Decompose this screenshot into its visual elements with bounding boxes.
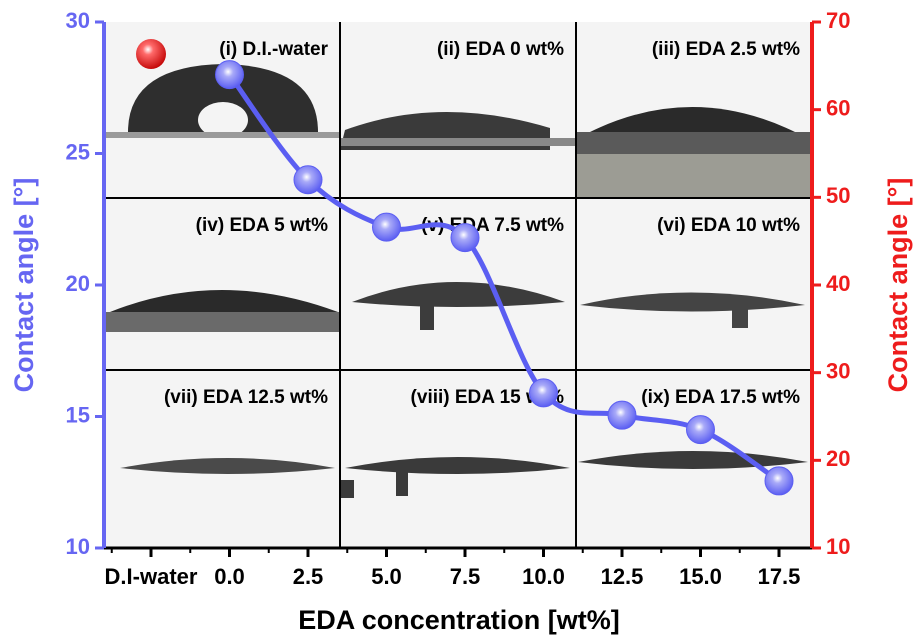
panel-images [104,22,812,548]
x-tick-label: 15.0 [679,564,722,589]
point [607,400,637,430]
y2-tick-label: 30 [826,358,850,383]
y2-tick-label: 40 [826,271,850,296]
x-axis-title: EDA concentration [wt%] [298,605,620,635]
panel-label: (iv) EDA 5 wt% [196,215,328,236]
point [450,223,480,253]
panel-label: (ix) EDA 17.5 wt% [641,387,800,408]
y2-tick-label: 70 [826,8,850,33]
point [529,378,558,408]
panel-label: (vi) EDA 10 wt% [657,215,800,236]
y-tick-label: 30 [66,8,90,33]
panel-label: (vii) EDA 12.5 wt% [164,387,328,408]
x-tick-label: 5.0 [371,564,402,589]
x-tick-label: 17.5 [758,564,801,589]
point [764,466,794,496]
y2-tick-label: 20 [826,446,850,471]
y2-tick-label: 60 [826,95,850,120]
y-tick-label: 10 [66,534,90,559]
point [686,415,715,445]
panel-label: (i) D.I.-water [219,39,328,60]
point [372,212,401,242]
y-tick-label: 20 [66,271,90,296]
x-tick-label: 7.5 [450,564,481,589]
panel-label: (iii) EDA 2.5 wt% [652,39,800,60]
point [215,60,244,90]
x-tick-label: 12.5 [601,564,644,589]
x-tick-label: 2.5 [293,564,324,589]
y-tick-label: 25 [66,139,90,164]
x-tick-label: D.I-water [105,564,198,589]
y-tick-label: 15 [66,402,90,427]
y-axis-title: Contact angle [°] [9,178,39,393]
x-tick-label: 10.0 [522,564,565,589]
x-tick-label: 0.0 [214,564,245,589]
y2-tick-label: 50 [826,183,850,208]
y2-tick-label: 10 [826,534,850,559]
point [293,165,323,195]
y2-axis-title: Contact angle [°] [883,178,913,393]
panel-label: (viii) EDA 15 wt% [411,387,565,408]
panel-label: (ii) EDA 0 wt% [437,39,564,60]
